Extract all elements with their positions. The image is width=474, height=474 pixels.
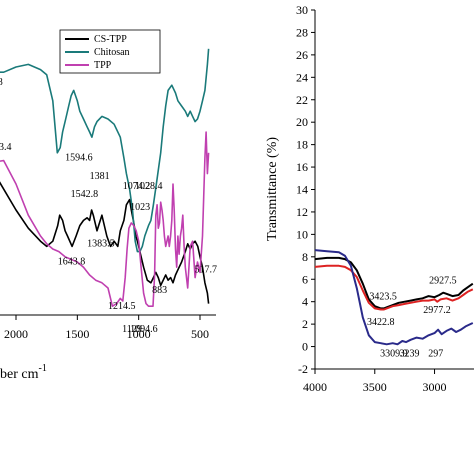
peak-label-1643-8: 1643.8 [58,257,86,268]
legend: CS-TPP Chitosan TPP [59,29,161,74]
right-y-tick-label-12: 12 [296,205,308,219]
peak-label-1214-5: 1214.5 [108,301,136,312]
right-y-tick-label-24: 24 [296,70,308,84]
left-x-axis-label-text: ber cm [0,367,39,382]
right-y-tick-label-16: 16 [296,160,308,174]
right-peak-label-3422-8: 3422.8 [367,317,395,328]
peak-label-1383-5: 1383.5 [87,238,115,249]
right-peak-label-2927-5: 2927.5 [429,276,457,287]
peak-label-663-4: 663.4 [0,142,12,153]
peak-label-1094-6: 1094.6 [130,324,158,335]
peak-label-1381: 1381 [90,171,110,182]
legend-label-tpp: TPP [94,60,112,71]
left-x-tick-label-500: 500 [191,327,209,341]
right-y-tick-label-8: 8 [302,250,308,264]
right-x-tick-label-3000: 3000 [423,380,447,394]
right-y-tick-label-14: 14 [296,183,308,197]
peak-label-1074-2: 1074.2 [123,181,151,192]
right-series-line-3 [314,249,474,346]
legend-label-chitosan: Chitosan [94,47,130,58]
right-y-axis-label: Transmittance (%) [265,137,280,241]
right-y-tick-label-10: 10 [296,227,308,241]
right-y-tick-label-4: 4 [302,295,308,309]
peak-label-1542-8: 1542.8 [71,189,99,200]
left-x-axis-label-sup: -1 [38,363,46,374]
right-peak-label-3423-5: 3423.5 [369,291,397,302]
right-x-tick-label-3500: 3500 [363,380,387,394]
left-x-tick-label-1500: 1500 [65,327,89,341]
peak-label-1129: 1129 [122,324,142,335]
legend-label-cs-tpp: CS-TPP [94,34,127,45]
left-x-tick-label-1000: 1000 [127,327,151,341]
right-y-tick-label--2: -2 [298,362,308,376]
left-x-axis-label: ber cm-1 [0,363,47,382]
right-peak-label-3309-9: 3309.9 [380,349,408,360]
right-y-tick-label-6: 6 [302,272,308,286]
right-series-line-1 [314,256,474,310]
right-y-tick-label-0: 0 [302,340,308,354]
right-y-tick-label-18: 18 [296,138,308,152]
peak-label-1023: 1023 [130,202,150,213]
right-y-tick-label-26: 26 [296,48,308,62]
right-y-tick-label-22: 22 [296,93,308,107]
right-y-tick-label-28: 28 [296,25,308,39]
peak-label-517-7: 517.7 [194,264,217,275]
right-peak-label-2977-2: 2977.2 [423,305,451,316]
series-line-cs-tpp [0,181,210,304]
right-x-tick-label-4000: 4000 [303,380,327,394]
peak-label-1028-4: 1028.4 [135,181,163,192]
right-series-line-2 [314,264,474,311]
left-x-tick-label-2000: 2000 [4,327,28,341]
right-y-tick-label-30: 30 [296,3,308,17]
series-line-chitosan [0,48,210,253]
series-line-tpp [0,131,210,308]
right-y-tick-label-20: 20 [296,115,308,129]
peak-label-883: 883 [152,285,167,296]
peak-label-1594-6: 1594.6 [65,153,93,164]
right-y-tick-label-2: 2 [302,317,308,331]
peak-label-6-8: 6.8 [0,77,3,88]
left-spectrum-panel: 2000 1500 1000 500 6.8 663.4 1594.6 1381 1074.2… [0,29,217,382]
right-peak-label-3239: 3239 [399,349,419,360]
right-peak-label-297: 297 [428,349,443,360]
